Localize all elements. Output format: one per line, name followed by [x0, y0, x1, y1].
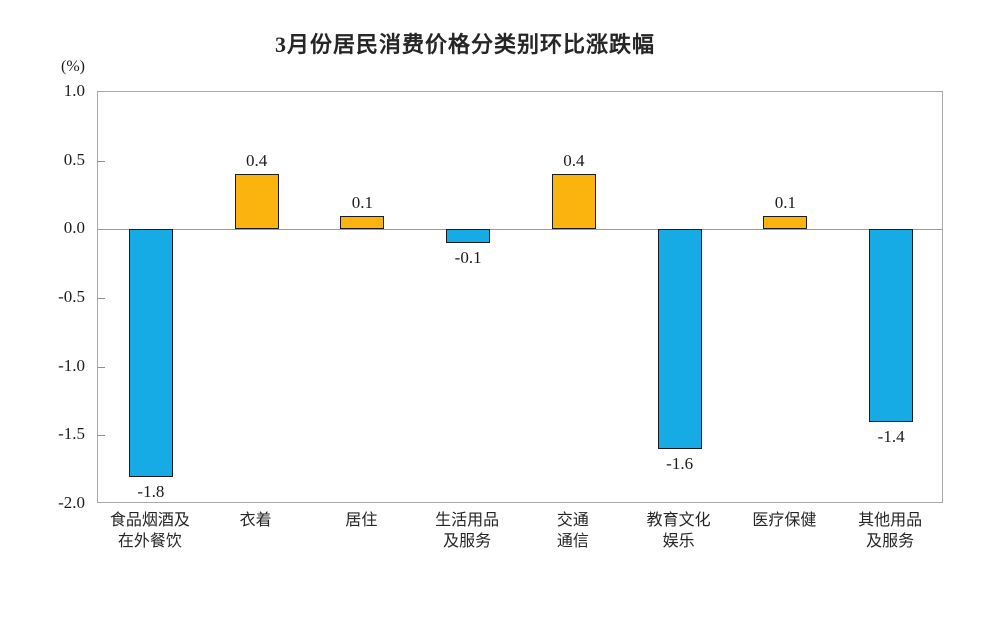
bar-value-label: 0.1 [351, 192, 373, 212]
y-tick-label: -0.5 [58, 287, 85, 306]
y-tick-mark [98, 160, 105, 162]
bar [128, 229, 173, 477]
y-axis-unit-label: (%) [61, 58, 85, 75]
plot-area: -1.8 0.4 0.1 -0.1 0.4 -1.6 0.1 -1.4 [97, 91, 943, 503]
bar [340, 215, 385, 230]
y-tick-label: 1.0 [63, 81, 85, 100]
bar-value-label: 0.1 [774, 192, 796, 212]
category-label: 食品烟酒及 在外餐饮 [109, 512, 190, 550]
chart-title: 3月份居民消费价格分类别环比涨跌幅 [274, 32, 655, 57]
bar-value-label: 0.4 [563, 151, 585, 171]
zero-line [98, 229, 942, 231]
bar [551, 174, 596, 230]
y-tick-mark [98, 298, 105, 299]
bar-value-label: -1.4 [877, 426, 905, 446]
bar [763, 215, 808, 230]
y-tick-mark [98, 366, 105, 368]
bar-value-label: -1.8 [137, 481, 165, 501]
category-label: 衣着 [239, 512, 272, 529]
y-tick-label: -2.0 [58, 493, 85, 512]
y-tick-label: -1.5 [58, 424, 85, 444]
bar [869, 229, 914, 422]
bar [234, 174, 279, 230]
y-tick-label: 0.0 [63, 218, 85, 238]
bar-value-label: -1.6 [666, 454, 694, 474]
bar-value-label: -0.1 [454, 248, 482, 268]
category-label: 交通 通信 [556, 512, 589, 550]
y-tick-label: 0.5 [63, 149, 85, 169]
category-label: 教育文化 娱乐 [646, 512, 711, 550]
category-label: 医疗保健 [752, 512, 817, 529]
category-label: 居住 [345, 512, 378, 529]
category-label: 其他用品 及服务 [858, 512, 923, 550]
bar-value-label: 0.4 [246, 151, 268, 171]
bar [446, 229, 491, 244]
bar [657, 229, 702, 450]
y-tick-mark [98, 435, 105, 437]
y-tick-label: -1.0 [58, 355, 85, 375]
category-label: 生活用品 及服务 [435, 512, 500, 550]
